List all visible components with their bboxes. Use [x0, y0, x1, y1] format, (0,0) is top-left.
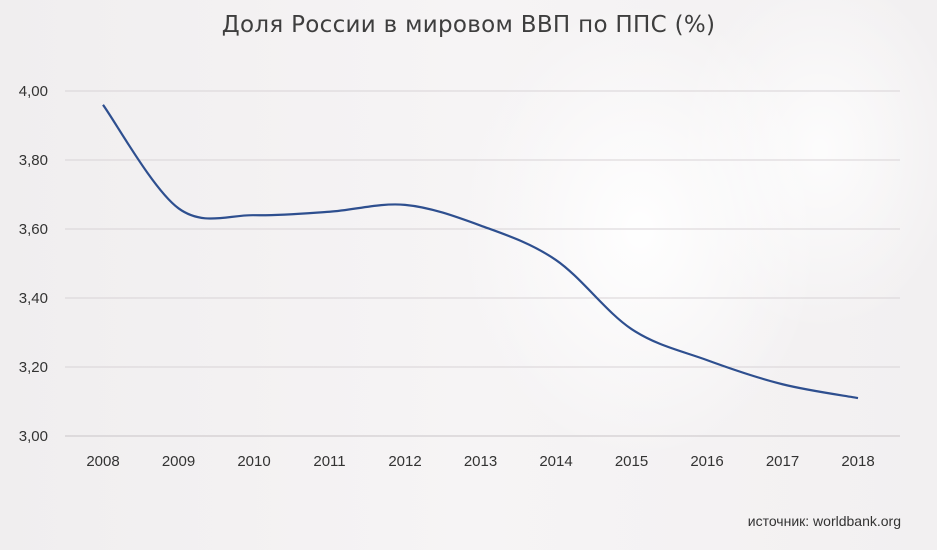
- chart-title: Доля России в мировом ВВП по ППС (%): [221, 12, 716, 38]
- x-tick-label: 2011: [313, 453, 345, 470]
- y-tick-label: 3,60: [19, 221, 48, 238]
- x-tick-label: 2018: [841, 453, 874, 470]
- source-note: источник: worldbank.org: [747, 513, 901, 529]
- x-tick-label: 2015: [615, 453, 648, 470]
- y-tick-label: 3,80: [19, 152, 48, 169]
- x-tick-label: 2012: [388, 453, 421, 470]
- series-line: [102, 104, 859, 400]
- gridlines: [65, 90, 900, 437]
- y-tick-label: 3,40: [19, 290, 48, 307]
- x-tick-label: 2017: [766, 453, 799, 470]
- x-tick-label: 2009: [162, 453, 195, 470]
- y-tick-label: 4,00: [19, 83, 48, 100]
- x-tick-label: 2016: [690, 453, 723, 470]
- x-tick-label: 2008: [86, 453, 119, 470]
- x-axis-tick-labels: 2008 2009 2010 2011 2012 2013 2014 2015 2016 2017…: [86, 453, 874, 470]
- x-tick-label: 2014: [539, 453, 572, 470]
- y-tick-label: 3,20: [19, 359, 48, 376]
- y-axis-tick-labels: 3,00 3,20 3,40 3,60 3,80 4,00: [19, 83, 48, 445]
- y-tick-label: 3,00: [19, 428, 48, 445]
- x-tick-label: 2013: [464, 453, 497, 470]
- x-tick-label: 2010: [237, 453, 270, 470]
